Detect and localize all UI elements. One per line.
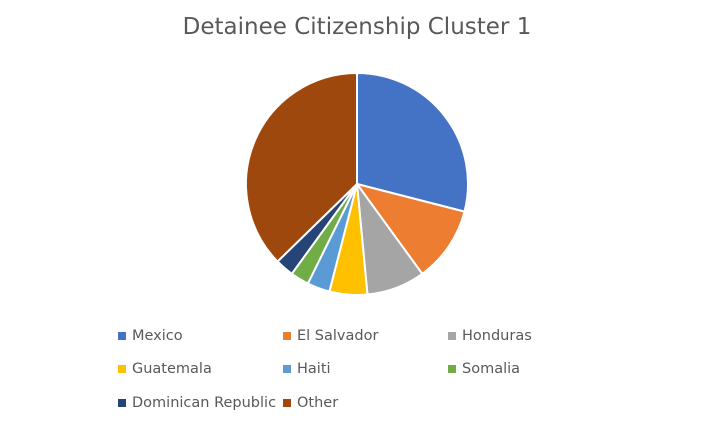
pie-slice-other [245,72,358,263]
pie-slice-mexico [356,72,469,213]
pie-slice-el-salvador [356,183,466,275]
chart-title: Detainee Citizenship Cluster 1 [182,14,532,40]
